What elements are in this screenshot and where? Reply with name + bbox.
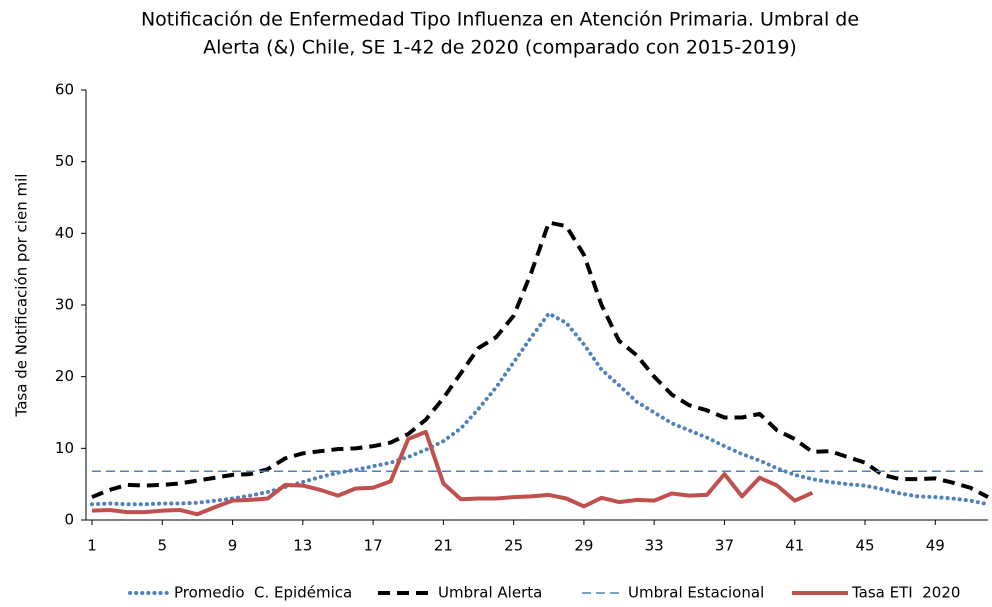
y-tick-label: 60 [55, 81, 74, 99]
x-tick-label: 33 [645, 537, 664, 555]
x-tick-label: 9 [228, 537, 238, 555]
y-tick-label: 40 [55, 224, 74, 242]
x-tick-label: 41 [785, 537, 804, 555]
chart-title: Alerta (&) Chile, SE 1-42 de 2020 (compa… [203, 37, 797, 59]
y-tick-label: 30 [55, 296, 74, 314]
y-tick-label: 10 [55, 439, 74, 457]
legend-label: Umbral Estacional [628, 584, 764, 602]
series-line [90, 311, 990, 507]
x-tick-label: 21 [434, 537, 453, 555]
y-tick-label: 20 [55, 367, 74, 385]
series-line [91, 220, 989, 499]
y-axis-label: Tasa de Notificación por cien mil [13, 174, 31, 418]
legend-label: Umbral Alerta [438, 584, 542, 602]
x-tick-label: 1 [87, 537, 97, 555]
series-line [91, 429, 814, 517]
legend-label: Promedio C. Epidémica [174, 584, 352, 602]
y-tick-label: 50 [55, 152, 74, 170]
x-tick-label: 13 [293, 537, 312, 555]
x-tick-label: 5 [158, 537, 168, 555]
legend-label: Tasa ETI 2020 [851, 584, 960, 602]
chart-title: Notificación de Enfermedad Tipo Influenz… [141, 9, 859, 31]
x-tick-label: 45 [855, 537, 874, 555]
y-tick-label: 0 [64, 511, 74, 529]
x-tick-label: 29 [574, 537, 593, 555]
x-tick-label: 25 [504, 537, 523, 555]
x-tick-label: 17 [364, 537, 383, 555]
x-tick-label: 49 [926, 537, 945, 555]
x-tick-label: 37 [715, 537, 734, 555]
